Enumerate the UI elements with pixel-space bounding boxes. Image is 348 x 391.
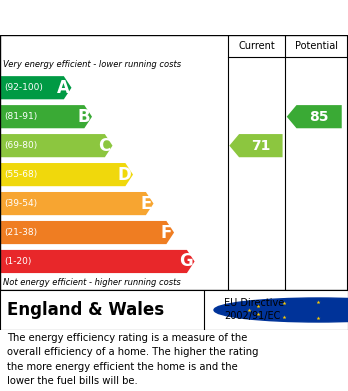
Text: (21-38): (21-38)	[4, 228, 37, 237]
Text: (81-91): (81-91)	[4, 112, 38, 121]
Polygon shape	[1, 221, 174, 244]
Text: England & Wales: England & Wales	[7, 301, 164, 319]
Polygon shape	[1, 134, 112, 157]
Text: (39-54): (39-54)	[4, 199, 37, 208]
Text: Current: Current	[238, 41, 275, 51]
Text: (55-68): (55-68)	[4, 170, 38, 179]
Text: E: E	[141, 195, 152, 213]
Text: Potential: Potential	[295, 41, 338, 51]
Text: (92-100): (92-100)	[4, 83, 43, 92]
Text: D: D	[118, 166, 131, 184]
Polygon shape	[1, 250, 195, 273]
Polygon shape	[1, 192, 153, 215]
Text: Not energy efficient - higher running costs: Not energy efficient - higher running co…	[3, 278, 181, 287]
Polygon shape	[1, 163, 133, 186]
Text: G: G	[179, 253, 193, 271]
Text: 85: 85	[309, 110, 329, 124]
Polygon shape	[287, 105, 342, 128]
Text: A: A	[57, 79, 70, 97]
Polygon shape	[1, 76, 71, 99]
Polygon shape	[229, 134, 283, 157]
Text: C: C	[98, 136, 111, 155]
Text: 71: 71	[251, 139, 270, 152]
Text: Energy Efficiency Rating: Energy Efficiency Rating	[10, 11, 220, 26]
Text: F: F	[161, 224, 172, 242]
Text: EU Directive
2002/91/EC: EU Directive 2002/91/EC	[224, 298, 285, 321]
Text: (1-20): (1-20)	[4, 257, 32, 266]
Text: B: B	[78, 108, 90, 126]
Circle shape	[214, 298, 348, 322]
Text: (69-80): (69-80)	[4, 141, 38, 150]
Text: The energy efficiency rating is a measure of the
overall efficiency of a home. T: The energy efficiency rating is a measur…	[7, 333, 259, 386]
Polygon shape	[1, 105, 92, 128]
Text: Very energy efficient - lower running costs: Very energy efficient - lower running co…	[3, 61, 182, 70]
